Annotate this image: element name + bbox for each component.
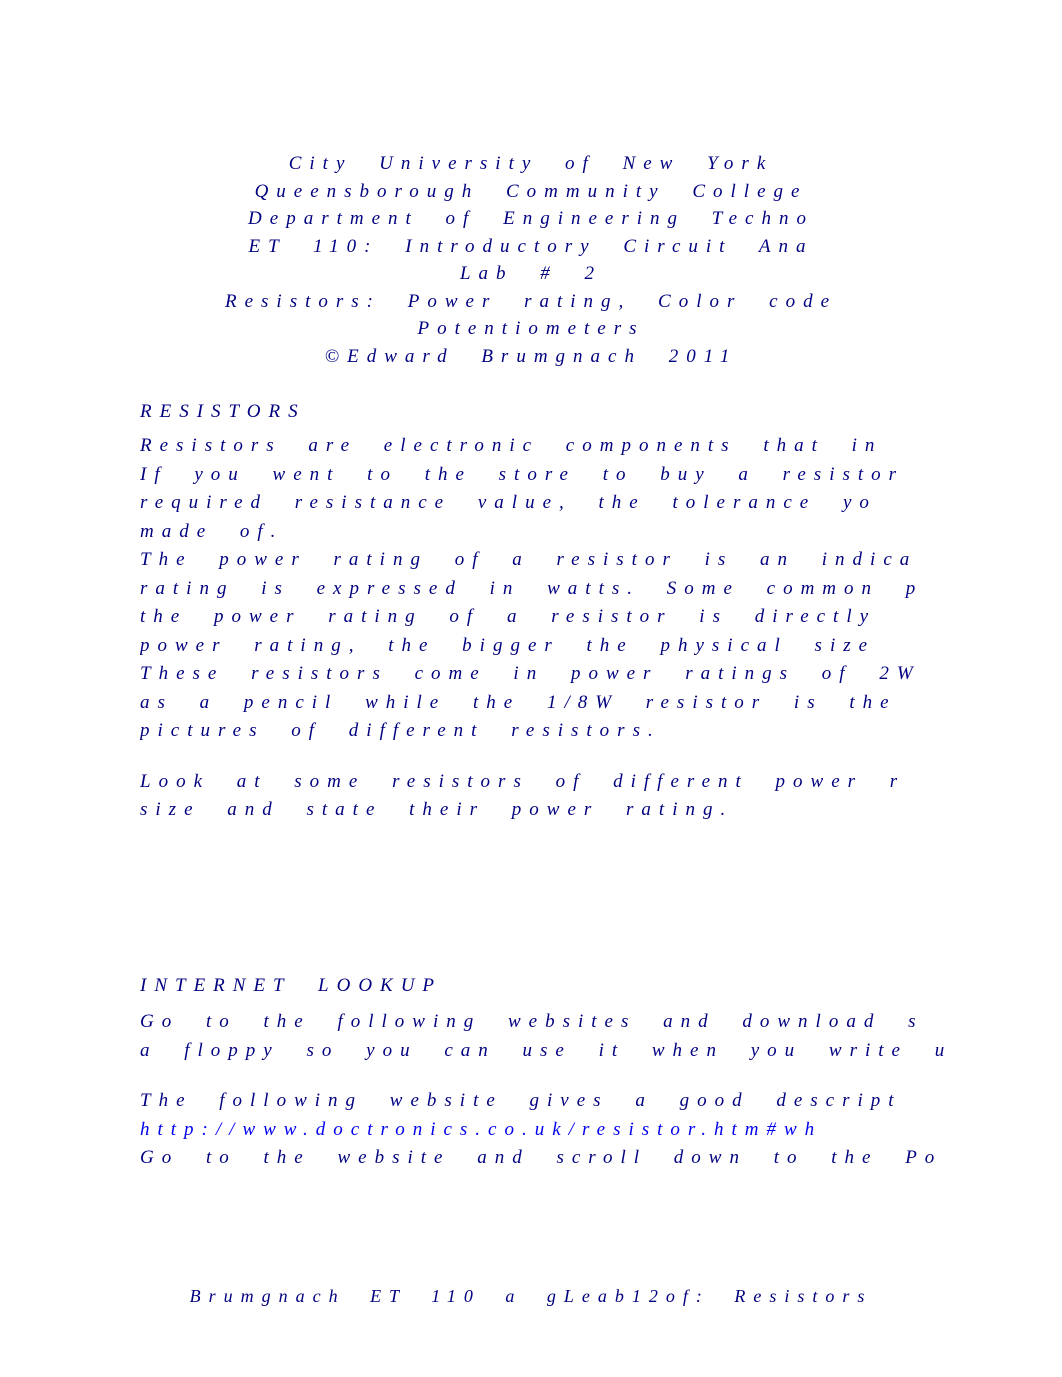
page-footer: Brumgnach ET 110 a gLeab12of: Resistors xyxy=(0,1286,1062,1307)
paragraph-line: Go to the website and scroll down to the… xyxy=(140,1144,1062,1173)
paragraph-line: Go to the following websites and downloa… xyxy=(140,1008,1062,1037)
header-line-4: ET 110: Introductory Circuit Ana xyxy=(0,233,1062,261)
paragraph-line: The following website gives a good descr… xyxy=(140,1087,1062,1116)
paragraph-line: The power rating of a resistor is an ind… xyxy=(140,546,1062,575)
paragraph-line: These resistors come in power ratings of… xyxy=(140,660,1062,689)
paragraph-line: size and state their power rating. xyxy=(140,796,1062,825)
section-body-resistors: Resistors are electronic components that… xyxy=(140,432,1062,825)
document-header: City University of New York Queensboroug… xyxy=(0,150,1062,370)
paragraph-line: made of. xyxy=(140,518,1062,547)
header-line-8: ©Edward Brumgnach 2011 xyxy=(0,343,1062,371)
paragraph-line: the power rating of a resistor is direct… xyxy=(140,603,1062,632)
paragraph-line: rating is expressed in watts. Some commo… xyxy=(140,575,1062,604)
paragraph-line: Look at some resistors of different powe… xyxy=(140,768,1062,797)
paragraph-line: a floppy so you can use it when you writ… xyxy=(140,1037,1062,1066)
section-body-internet: Go to the following websites and downloa… xyxy=(140,1008,1062,1173)
section-title-resistors: RESISTORS xyxy=(140,398,1062,427)
paragraph-line: pictures of different resistors. xyxy=(140,717,1062,746)
header-line-2: Queensborough Community College xyxy=(0,178,1062,206)
paragraph-line: power rating, the bigger the physical si… xyxy=(140,632,1062,661)
header-line-5: Lab # 2 xyxy=(0,260,1062,288)
header-line-7: Potentiometers xyxy=(0,315,1062,343)
section-title-internet: INTERNET LOOKUP xyxy=(140,972,1062,1001)
paragraph-line: Resistors are electronic components that… xyxy=(140,432,1062,461)
document-page: City University of New York Queensboroug… xyxy=(0,0,1062,1377)
blank-line xyxy=(140,1065,1062,1087)
header-line-1: City University of New York xyxy=(0,150,1062,178)
paragraph-line: required resistance value, the tolerance… xyxy=(140,489,1062,518)
hyperlink[interactable]: http://www.doctronics.co.uk/resistor.htm… xyxy=(140,1116,1062,1145)
blank-line xyxy=(140,746,1062,768)
paragraph-line: as a pencil while the 1/8W resistor is t… xyxy=(140,689,1062,718)
header-line-6: Resistors: Power rating, Color code xyxy=(0,288,1062,316)
header-line-3: Department of Engineering Techno xyxy=(0,205,1062,233)
paragraph-line: If you went to the store to buy a resist… xyxy=(140,461,1062,490)
